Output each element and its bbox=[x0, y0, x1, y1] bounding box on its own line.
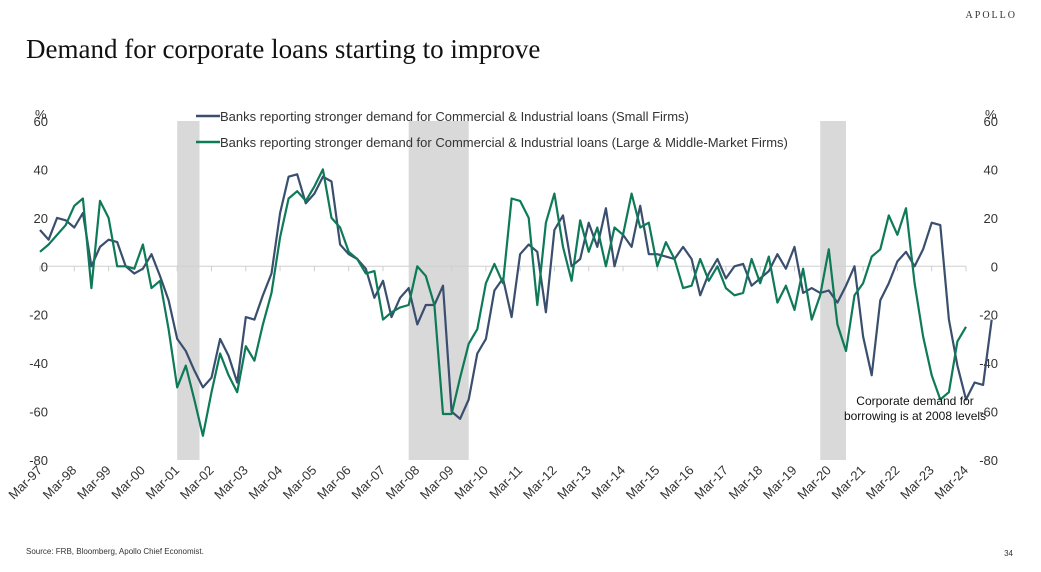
annotation-line-1: Corporate demand for bbox=[856, 394, 973, 408]
y-tick-right: -20 bbox=[979, 308, 998, 323]
y-tick-left: -20 bbox=[29, 308, 48, 323]
y-tick-right: 60 bbox=[984, 114, 998, 129]
x-tick-label: Mar-23 bbox=[897, 463, 937, 503]
x-tick-label: Mar-98 bbox=[40, 463, 80, 503]
legend-label-small-firms: Banks reporting stronger demand for Comm… bbox=[220, 109, 689, 124]
x-tick-label: Mar-16 bbox=[657, 463, 697, 503]
x-tick-label: Mar-97 bbox=[5, 463, 45, 503]
x-tick-label: Mar-13 bbox=[554, 463, 594, 503]
x-tick-label: Mar-22 bbox=[863, 463, 903, 503]
x-tick-label: Mar-03 bbox=[211, 463, 251, 503]
x-tick-label: Mar-10 bbox=[451, 463, 491, 503]
page-title: Demand for corporate loans starting to i… bbox=[26, 34, 541, 64]
y-tick-right: 0 bbox=[991, 259, 998, 274]
y-tick-left: -40 bbox=[29, 356, 48, 371]
x-tick-label: Mar-11 bbox=[486, 463, 525, 502]
y-tick-left: 0 bbox=[41, 259, 48, 274]
x-tick-label: Mar-14 bbox=[588, 463, 628, 503]
x-tick-label: Mar-08 bbox=[383, 463, 423, 503]
axes: % % 60 60 40 40 20 20 0 0 -20 -20 -40 -40 -60 -60 -80 -… bbox=[5, 107, 998, 502]
x-tick-label: Mar-07 bbox=[348, 463, 388, 503]
recession-band-2 bbox=[408, 121, 469, 460]
x-tick-label: Mar-04 bbox=[245, 463, 285, 503]
y-tick-left: 40 bbox=[34, 162, 48, 177]
y-tick-right: 20 bbox=[984, 211, 998, 226]
annotation-line-2: borrowing is at 2008 levels bbox=[844, 409, 986, 423]
x-tick-label: Mar-00 bbox=[108, 463, 148, 503]
annotation: Corporate demand for borrowing is at 200… bbox=[844, 394, 986, 423]
x-tick-label: Mar-15 bbox=[623, 463, 663, 503]
legend: Banks reporting stronger demand for Comm… bbox=[196, 109, 788, 150]
x-tick-label: Mar-18 bbox=[726, 463, 766, 503]
recession-bands bbox=[177, 121, 846, 460]
y-tick-right: -80 bbox=[979, 453, 998, 468]
x-tick-label: Mar-06 bbox=[314, 463, 354, 503]
x-tick-label: Mar-99 bbox=[74, 463, 114, 503]
series-lines bbox=[39, 168, 993, 437]
y-axis-label-right: % bbox=[985, 107, 997, 122]
page-number: 34 bbox=[1004, 549, 1013, 558]
series-line-large-firms bbox=[39, 168, 967, 437]
y-tick-right: -40 bbox=[979, 356, 998, 371]
x-tick-label: Mar-21 bbox=[829, 463, 869, 503]
x-tick-label: Mar-20 bbox=[794, 463, 834, 503]
x-tick-label: Mar-24 bbox=[931, 463, 971, 503]
x-tick-label: Mar-19 bbox=[760, 463, 800, 503]
y-axis-label-left: % bbox=[35, 107, 47, 122]
y-tick-left: -60 bbox=[29, 405, 48, 420]
source-note: Source: FRB, Bloomberg, Apollo Chief Eco… bbox=[26, 547, 204, 556]
x-tick-label: Mar-17 bbox=[691, 463, 731, 503]
x-tick-label: Mar-12 bbox=[520, 463, 560, 503]
y-tick-right: -60 bbox=[979, 405, 998, 420]
legend-label-large-firms: Banks reporting stronger demand for Comm… bbox=[220, 135, 788, 150]
y-tick-right: 40 bbox=[984, 162, 998, 177]
x-tick-label: Mar-05 bbox=[280, 463, 320, 503]
x-tick-label: Mar-09 bbox=[417, 463, 457, 503]
y-tick-left: 60 bbox=[34, 114, 48, 129]
y-tick-left: 20 bbox=[34, 211, 48, 226]
y-tick-left: -80 bbox=[29, 453, 48, 468]
brand-logo: APOLLO bbox=[965, 10, 1017, 21]
series-line-small-firms bbox=[39, 173, 993, 420]
x-tick-label: Mar-01 bbox=[143, 463, 183, 503]
x-tick-label: Mar-02 bbox=[177, 463, 217, 503]
